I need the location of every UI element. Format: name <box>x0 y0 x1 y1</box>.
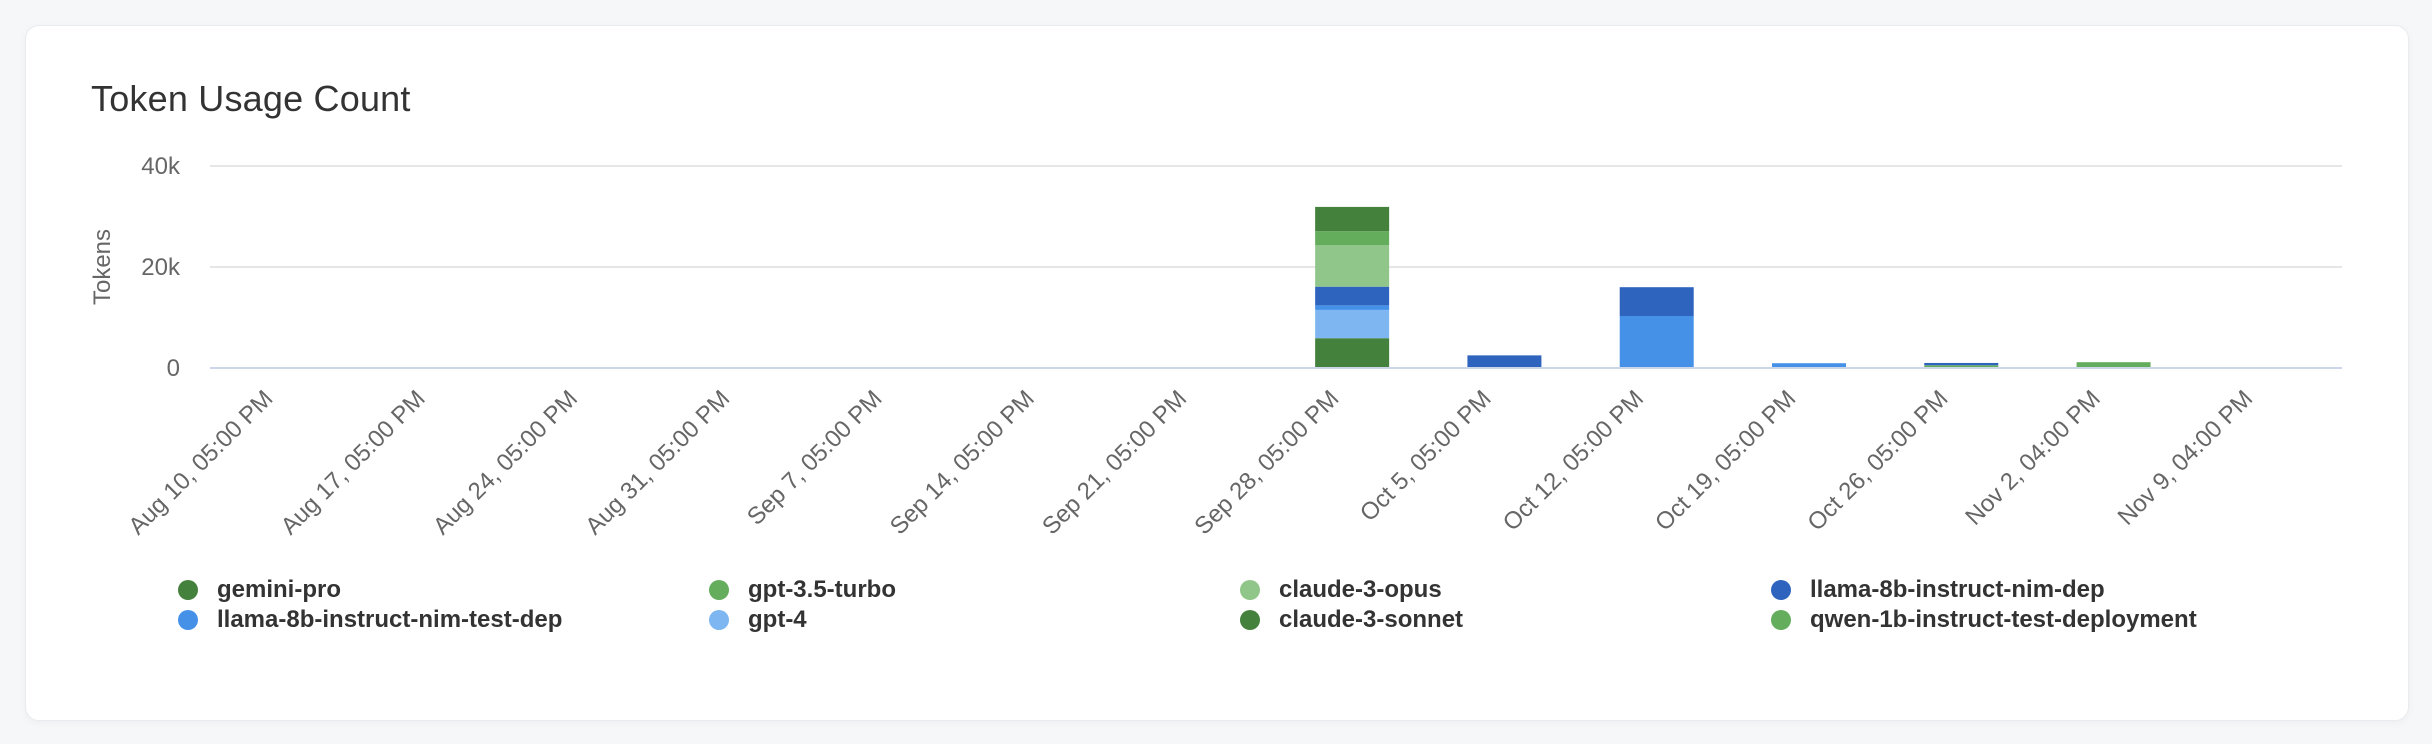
bar-segment-claude-3-opus[interactable] <box>1315 245 1390 287</box>
x-axis-tick-label: Sep 28, 05:00 PM <box>1189 385 1344 540</box>
x-axis-tick-label: Nov 9, 04:00 PM <box>2113 385 2258 530</box>
y-axis-tick-label: 40k <box>141 153 181 180</box>
legend-item-gpt-3.5-turbo[interactable]: gpt-3.5-turbo <box>709 575 896 605</box>
legend-item-gpt-4[interactable]: gpt-4 <box>709 605 807 635</box>
bar-segment-qwen-1b-instruct-test-deployment[interactable] <box>2076 362 2151 368</box>
x-axis-tick-label: Aug 10, 05:00 PM <box>123 385 278 540</box>
legend-label: gpt-3.5-turbo <box>748 576 896 603</box>
x-axis-tick-label: Sep 7, 05:00 PM <box>742 385 888 531</box>
legend-item-claude-3-opus[interactable]: claude-3-opus <box>1240 575 1442 605</box>
legend-marker-icon <box>709 580 729 600</box>
x-axis-tick-label: Oct 26, 05:00 PM <box>1802 385 1953 536</box>
bar-segment-gpt-4[interactable] <box>1315 309 1390 339</box>
y-axis-tick-label: 0 <box>167 355 180 382</box>
bar-segment-llama-8b-instruct-nim-test-dep[interactable] <box>1619 315 1694 368</box>
x-axis-tick-label: Aug 31, 05:00 PM <box>580 385 735 540</box>
legend-marker-icon <box>1771 610 1791 630</box>
legend-label: claude-3-sonnet <box>1279 606 1464 633</box>
bar-segment-claude-3-sonnet[interactable] <box>1315 338 1390 368</box>
x-axis-tick-label: Oct 5, 05:00 PM <box>1355 385 1497 527</box>
x-axis-tick-label: Sep 21, 05:00 PM <box>1037 385 1192 540</box>
bar-segment-qwen-1b-instruct-test-deployment[interactable] <box>1924 365 1999 368</box>
legend-label: qwen-1b-instruct-test-deployment <box>1810 606 2197 633</box>
bar-segment-gpt-3.5-turbo[interactable] <box>1315 231 1390 246</box>
legend-marker-icon <box>178 610 198 630</box>
legend-item-gemini-pro[interactable]: gemini-pro <box>178 575 341 605</box>
legend-item-claude-3-sonnet[interactable]: claude-3-sonnet <box>1240 605 1463 635</box>
x-axis-tick-label: Nov 2, 04:00 PM <box>1960 385 2105 530</box>
y-axis-title: Tokens <box>89 229 116 305</box>
bar-segment-llama-8b-instruct-nim-dep[interactable] <box>1315 286 1390 306</box>
legend-marker-icon <box>1240 610 1260 630</box>
x-axis-tick-label: Oct 12, 05:00 PM <box>1498 385 1649 536</box>
legend-marker-icon <box>709 610 729 630</box>
token-usage-card: Token Usage Count <box>25 25 2409 721</box>
legend-label: gpt-4 <box>748 606 807 633</box>
legend-label: llama-8b-instruct-nim-dep <box>1810 576 2105 603</box>
chart-title: Token Usage Count <box>91 78 411 119</box>
legend-item-qwen-1b-instruct-test-deployment[interactable]: qwen-1b-instruct-test-deployment <box>1771 605 2197 635</box>
bar-segment-llama-8b-instruct-nim-dep[interactable] <box>1467 355 1542 368</box>
legend-marker-icon <box>1771 580 1791 600</box>
bar-segment-llama-8b-instruct-nim-dep[interactable] <box>1619 287 1694 316</box>
y-axis-tick-label: 20k <box>141 254 181 281</box>
legend-item-llama-8b-instruct-nim-dep[interactable]: llama-8b-instruct-nim-dep <box>1771 575 2105 605</box>
x-axis-tick-label: Oct 19, 05:00 PM <box>1650 385 1801 536</box>
x-axis-tick-label: Sep 14, 05:00 PM <box>885 385 1040 540</box>
x-axis-tick-label: Aug 24, 05:00 PM <box>428 385 583 540</box>
bar-segment-gemini-pro[interactable] <box>1315 206 1390 232</box>
bar-segment-llama-8b-instruct-nim-test-dep[interactable] <box>1315 305 1390 310</box>
legend-marker-icon <box>1240 580 1260 600</box>
legend-label: claude-3-opus <box>1279 576 1442 603</box>
legend-label: llama-8b-instruct-nim-test-dep <box>217 606 563 633</box>
legend-label: gemini-pro <box>217 576 341 603</box>
bar-segment-llama-8b-instruct-nim-dep[interactable] <box>1924 362 1999 366</box>
legend-item-llama-8b-instruct-nim-test-dep[interactable]: llama-8b-instruct-nim-test-dep <box>178 605 562 635</box>
legend-marker-icon <box>178 580 198 600</box>
x-axis-tick-label: Aug 17, 05:00 PM <box>276 385 431 540</box>
bar-segment-llama-8b-instruct-nim-test-dep[interactable] <box>1772 363 1846 368</box>
